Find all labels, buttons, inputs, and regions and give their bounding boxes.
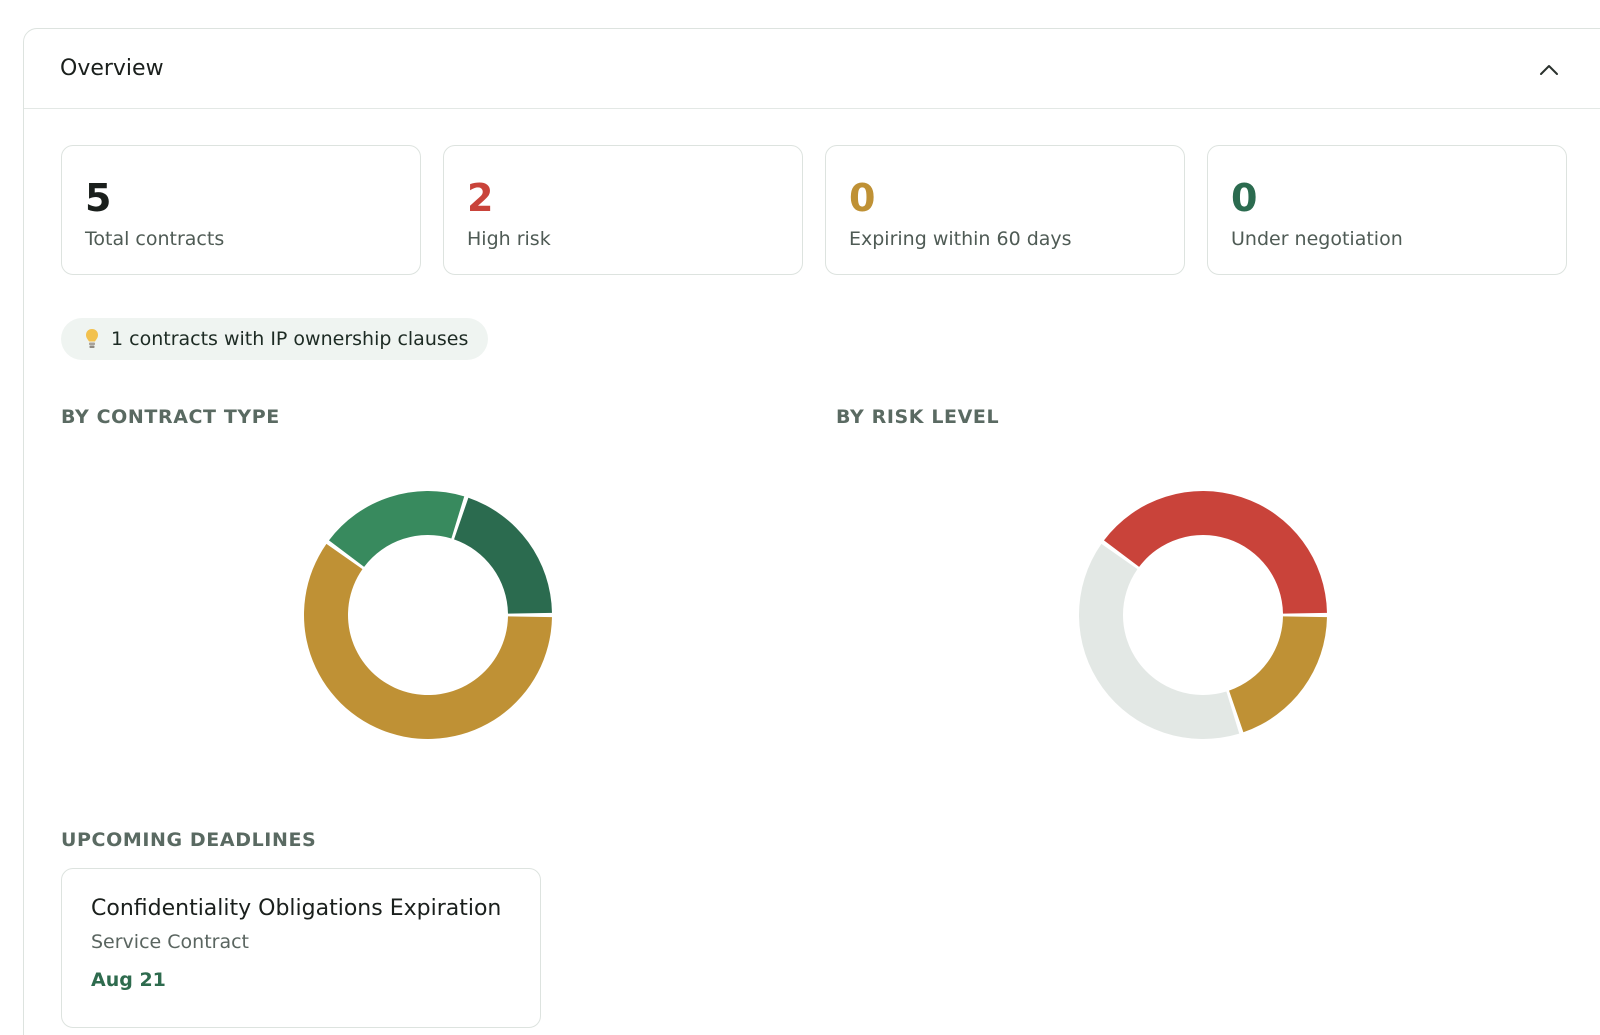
contract-type-chart: [302, 489, 554, 741]
contract-type-donut: [304, 491, 552, 739]
panel-title: Overview: [60, 56, 164, 81]
stat-label: Total contracts: [85, 228, 225, 250]
section-label-deadlines: UPCOMING DEADLINES: [61, 829, 317, 851]
deadline-card[interactable]: Confidentiality Obligations Expiration S…: [61, 868, 541, 1028]
insight-pill: 1 contracts with IP ownership clauses: [61, 318, 489, 360]
section-label-contract-type: BY CONTRACT TYPE: [61, 406, 280, 428]
stat-value: 5: [85, 176, 112, 220]
stat-value: 0: [1231, 176, 1258, 220]
stat-label: Under negotiation: [1231, 228, 1403, 250]
deadline-date: Aug 21: [91, 969, 166, 991]
stat-label: High risk: [467, 228, 551, 250]
stat-value: 2: [467, 176, 494, 220]
donut-slice[interactable]: [304, 543, 552, 739]
collapse-button[interactable]: [1534, 55, 1564, 85]
stat-card-total: 5 Total contracts: [61, 145, 421, 275]
stat-value: 0: [849, 176, 876, 220]
section-label-risk-level: BY RISK LEVEL: [836, 406, 1000, 428]
overview-panel: Overview 5 Total contracts 2 High risk 0…: [23, 28, 1600, 1035]
stat-card-negotiation: 0 Under negotiation: [1207, 145, 1567, 275]
deadline-contract-type: Service Contract: [91, 931, 249, 953]
stat-label: Expiring within 60 days: [849, 228, 1072, 250]
donut-slice[interactable]: [328, 491, 465, 567]
insight-text: 1 contracts with IP ownership clauses: [111, 328, 469, 350]
overview-header[interactable]: Overview: [24, 29, 1600, 109]
chevron-up-icon: [1540, 65, 1558, 75]
donut-slice[interactable]: [1229, 616, 1327, 733]
risk-level-chart: [1077, 489, 1329, 741]
risk-level-donut: [1079, 491, 1327, 739]
stat-card-high-risk: 2 High risk: [443, 145, 803, 275]
donut-slice[interactable]: [1079, 543, 1240, 739]
donut-slice[interactable]: [1103, 491, 1327, 614]
donut-slice[interactable]: [454, 497, 552, 614]
deadline-title: Confidentiality Obligations Expiration: [91, 896, 502, 921]
lightbulb-icon: [86, 329, 98, 348]
stat-card-expiring: 0 Expiring within 60 days: [825, 145, 1185, 275]
